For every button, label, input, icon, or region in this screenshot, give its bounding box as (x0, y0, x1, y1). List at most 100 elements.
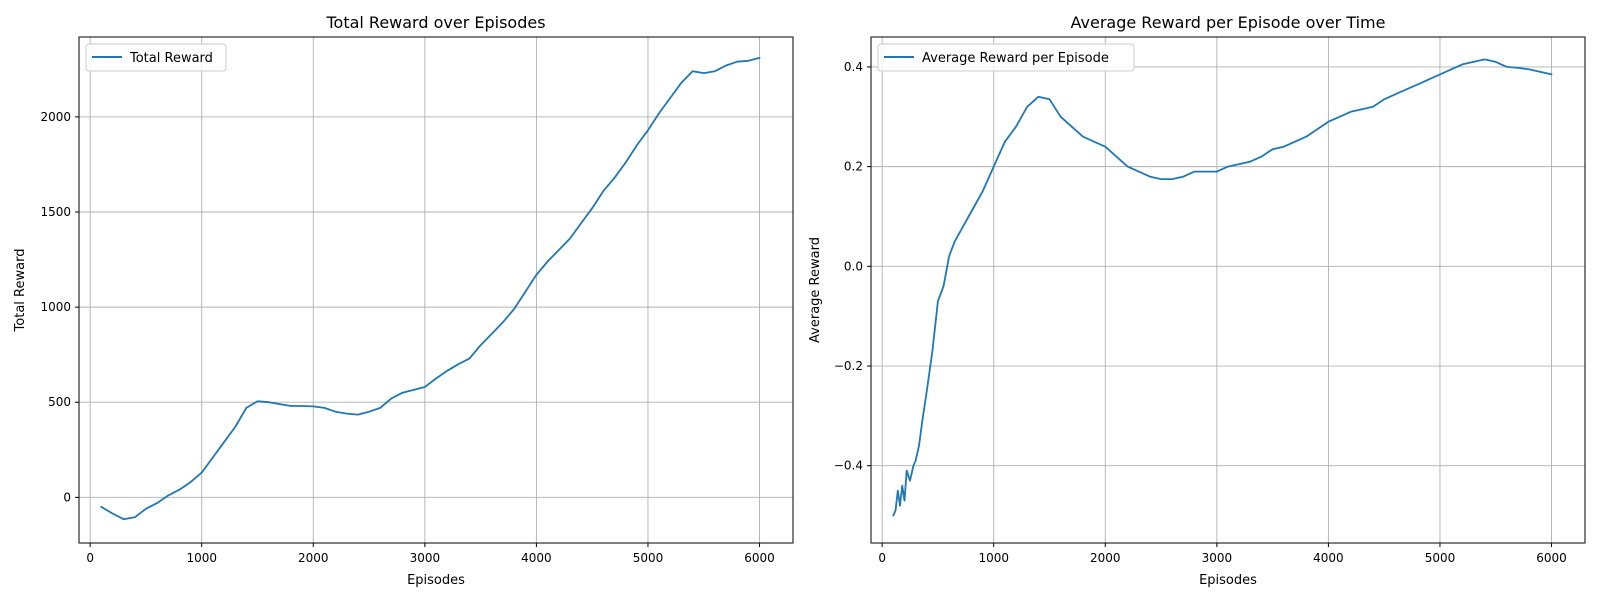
data-point (234, 426, 236, 428)
data-point (1450, 68, 1452, 70)
data-point (1060, 116, 1062, 118)
data-point (1539, 71, 1541, 73)
data-point (123, 518, 125, 520)
data-point (1339, 116, 1341, 118)
data-point (692, 70, 694, 72)
y-axis-ticks: −0.4 −0.2 0.0 0.2 0.4 (834, 60, 871, 473)
data-point (1138, 171, 1140, 173)
x-tick-label: 0 (86, 551, 94, 565)
data-point (1149, 176, 1151, 178)
chart-title: Total Reward over Episodes (325, 13, 545, 32)
data-point (569, 238, 571, 240)
data-point (1238, 163, 1240, 165)
y-tick-label: 0.4 (844, 60, 863, 74)
data-point (892, 515, 894, 517)
data-point (245, 407, 247, 409)
series-line (892, 58, 1553, 517)
chart-average-reward: Average Reward per Episode over Time 0 10… (808, 13, 1586, 588)
y-tick-label: 2000 (40, 110, 71, 124)
data-point (669, 97, 671, 99)
data-point (747, 60, 750, 62)
y-tick-label: 1500 (40, 205, 71, 219)
series-line (100, 57, 761, 521)
data-point (1015, 126, 1017, 128)
data-point (446, 370, 448, 372)
data-point (1160, 178, 1162, 180)
data-point (524, 291, 526, 293)
y-tick-label: 500 (48, 395, 71, 409)
data-point (1115, 156, 1117, 158)
data-point (954, 240, 956, 242)
data-point (894, 510, 897, 512)
data-point (1484, 58, 1486, 61)
legend-label: Total Reward (129, 51, 213, 66)
data-point (100, 506, 102, 508)
x-tick-label: 6000 (1536, 551, 1567, 565)
data-point (1026, 106, 1028, 108)
data-point (558, 249, 560, 251)
data-point (212, 456, 214, 458)
data-point (1495, 61, 1497, 63)
data-point (1182, 176, 1184, 178)
y-axis-ticks: 0 500 1000 1500 2000 (40, 110, 79, 504)
x-tick-label: 6000 (744, 551, 775, 565)
y-tick-label: 0.0 (844, 259, 863, 273)
data-point (1093, 141, 1095, 143)
data-point (1550, 73, 1553, 75)
data-point (424, 386, 426, 388)
x-tick-label: 4000 (521, 551, 552, 565)
data-point (1383, 98, 1385, 100)
x-axis-ticks: 0 1000 2000 3000 4000 5000 6000 (878, 543, 1567, 565)
data-point (145, 508, 147, 510)
data-point (513, 308, 515, 310)
data-point (970, 210, 973, 213)
x-tick-label: 5000 (1425, 551, 1456, 565)
data-point (725, 64, 727, 67)
data-point (178, 489, 180, 491)
data-point (1071, 126, 1073, 128)
data-point (613, 177, 616, 179)
y-tick-label: 1000 (40, 300, 71, 314)
x-tick-label: 1000 (978, 551, 1009, 565)
grid (871, 37, 1585, 543)
data-point (602, 190, 604, 192)
data-point (301, 405, 303, 407)
legend-box (85, 43, 227, 72)
x-tick-label: 4000 (1313, 551, 1344, 565)
series-group (892, 58, 1553, 517)
data-point (323, 407, 325, 409)
data-point (703, 72, 705, 74)
x-tick-label: 0 (878, 551, 886, 565)
data-point (413, 389, 415, 391)
data-point (335, 411, 337, 413)
data-point (1004, 141, 1006, 143)
y-tick-label: 0 (63, 490, 71, 504)
data-point (167, 494, 169, 496)
data-point (912, 465, 915, 467)
data-point (758, 57, 761, 59)
data-point (279, 403, 281, 405)
data-point (680, 82, 683, 84)
legend: Average Reward per Episode (877, 43, 1135, 72)
data-point (256, 400, 259, 402)
data-point (1417, 83, 1419, 85)
data-point (190, 481, 192, 483)
chart-title: Average Reward per Episode over Time (1071, 13, 1386, 32)
data-point (1528, 68, 1530, 70)
data-point (959, 230, 961, 232)
data-point (468, 357, 471, 360)
chart-total-reward: Total Reward over Episodes 0 1000 2000 3000… (13, 13, 794, 588)
data-point (390, 397, 392, 399)
series-group (100, 57, 761, 521)
data-point (909, 480, 911, 482)
data-point (1294, 141, 1296, 143)
data-point (1361, 108, 1363, 110)
data-point (1048, 98, 1051, 100)
data-point (201, 472, 203, 474)
data-point (931, 350, 934, 352)
data-point (156, 502, 158, 504)
data-point (1506, 66, 1508, 68)
x-tick-label: 2000 (1090, 551, 1121, 565)
x-tick-label: 5000 (633, 551, 664, 565)
data-point (1171, 178, 1173, 180)
